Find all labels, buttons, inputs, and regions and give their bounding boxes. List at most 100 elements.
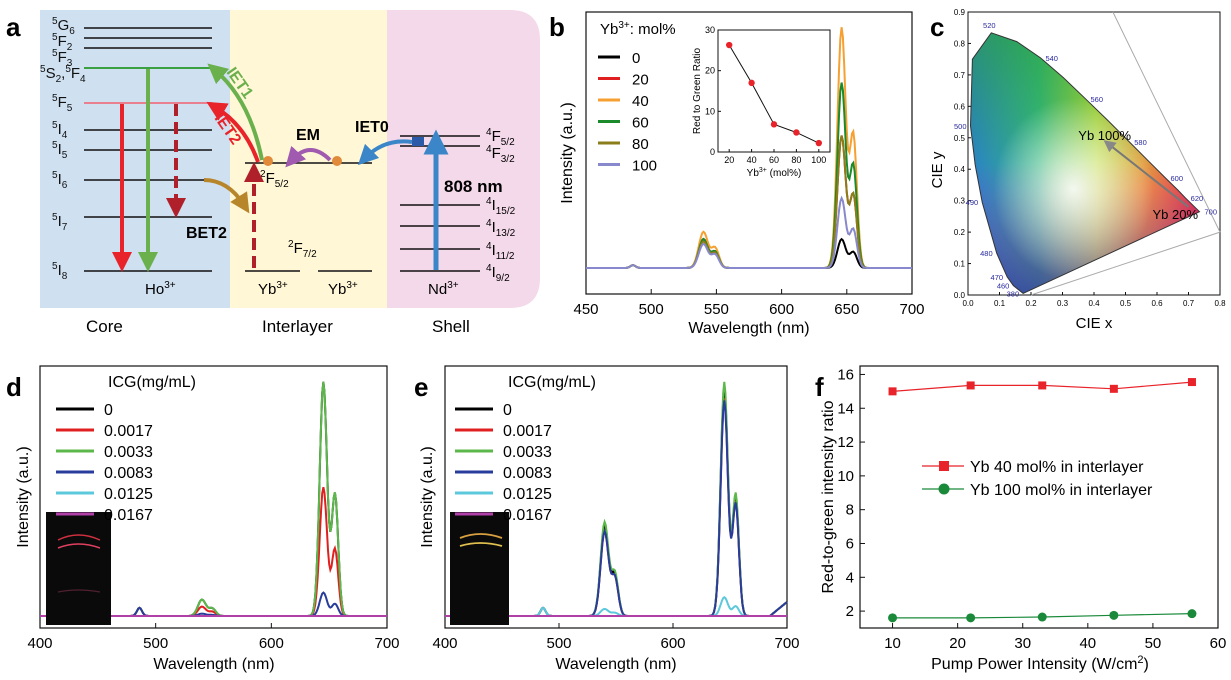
y-tick-label-c: 0.6 [954, 102, 966, 111]
inset-x-tick-label: 20 [724, 155, 734, 165]
legend-label: 0 [503, 402, 512, 419]
x-tick-label-f: 40 [1079, 635, 1096, 652]
y-axis-label-f: Red-to-green intensity ratio [820, 400, 837, 593]
inset-frame-b [717, 29, 831, 153]
inset-point [770, 121, 778, 128]
yb-ion-dot-1 [263, 156, 273, 166]
x-tick-label-f: 50 [1145, 635, 1162, 652]
wavelength-label-c: 560 [1090, 95, 1103, 104]
legend-title-b: Yb3+: mol% [600, 20, 676, 38]
core-region [40, 10, 230, 308]
nd-levels [400, 135, 480, 272]
legend-label-b: 40 [632, 93, 649, 110]
inset-x-tick-label: 100 [811, 155, 826, 165]
data-point-square [1109, 384, 1118, 393]
iet1-arrow [207, 63, 264, 161]
inset-point [793, 129, 800, 136]
legend-label-b: 60 [632, 115, 649, 132]
wavelength-label-c: 500 [954, 122, 967, 131]
legend-marker-f [938, 483, 950, 495]
spectrum-line-b-100 [586, 195, 912, 269]
y-axis-label-b: Intensity (a.u.) [559, 102, 576, 203]
x-axis-label-c: CIE x [1076, 315, 1113, 332]
x-axis-label-f: Pump Power Intensity (W/cm2) [931, 654, 1149, 673]
x-axis-label-b: Wavelength (nm) [688, 320, 809, 337]
x-tick-label-b: 650 [834, 301, 859, 318]
yb-ion-dot-2 [332, 156, 342, 166]
y-axis-label-e: Intensity (a.u.) [419, 446, 436, 547]
data-point-circle [1037, 612, 1047, 622]
ho-level-5s2-5f4: 5S2,5F4 [40, 64, 86, 85]
x-tick-label-f: 10 [884, 635, 901, 652]
x-tick-label-b: 450 [573, 301, 598, 318]
data-point-circle [888, 613, 898, 623]
wavelength-label-c: 520 [983, 21, 996, 30]
legend-label-b: 80 [632, 136, 649, 153]
legend-label: 0.0083 [104, 465, 153, 482]
panel-a: a 5G6 5F2 5F3 5S2,5F4 5F5 5I4 5I5 5I6 5I… [6, 10, 540, 336]
x-tick-label-c: 0.3 [1057, 299, 1069, 308]
legend-label: 0.0033 [503, 444, 552, 461]
em-label: EM [296, 127, 320, 144]
region-label-shell: Shell [432, 317, 470, 336]
panel-label-a: a [6, 12, 21, 42]
cie-reference-line-2 [1112, 11, 1221, 233]
vial-photo-d [46, 512, 111, 625]
x-tick-label-c: 0.5 [1120, 299, 1132, 308]
x-tick-label-f: 20 [949, 635, 966, 652]
x-tick-label-f: 30 [1014, 635, 1031, 652]
legend-label: 0 [104, 402, 113, 419]
y-tick-label-c: 0.7 [954, 71, 966, 80]
plot-frame-d [39, 365, 388, 629]
x-tick-label-c: 0.8 [1214, 299, 1226, 308]
ho-level-5f5: 5F5 [52, 93, 73, 114]
em-arrow [285, 145, 332, 168]
cie-reference-line [1030, 231, 1221, 296]
inset-y-tick-label: 30 [705, 25, 715, 35]
inset-x-tick-label: 60 [769, 155, 779, 165]
vial-glow-e-2 [459, 542, 503, 547]
ho-level-5f3: 5F3 [52, 48, 73, 69]
ho-level-5g6: 5G6 [52, 16, 75, 37]
x-tick-label-c: 0.1 [994, 299, 1006, 308]
plot-frame-f [859, 365, 1219, 629]
y-tick-label-f: 14 [837, 400, 854, 417]
x-tick-label: 400 [432, 635, 457, 652]
x-tick-label-f: 60 [1210, 635, 1227, 652]
vial-glow-d [57, 534, 101, 541]
ho-level-5i6: 5I6 [52, 170, 68, 191]
data-point-square [1187, 378, 1196, 387]
point-label-c: Yb 100% [1078, 128, 1131, 143]
plot-frame-e [444, 365, 788, 629]
y-axis-label-d: Intensity (a.u.) [15, 446, 32, 547]
legend-label: 0.0017 [104, 423, 153, 440]
legend-marker-f [939, 461, 949, 471]
inset-y-label: Red to Green Ratio [692, 47, 703, 134]
data-point-square [1038, 381, 1047, 390]
plot-frame-b [585, 11, 913, 295]
inset-x-tick-label: 80 [791, 155, 801, 165]
cie-gamut-white [970, 32, 1200, 294]
x-tick-label-c: 0.2 [1025, 299, 1037, 308]
panel-c: c 0.0 0.1 0.2 0.3 0.4 0.5 0.6 0.7 0.80.00.10.20.… [929, 8, 1226, 332]
pump-label: 808 nm [444, 177, 503, 196]
inset-y-tick-label: 20 [705, 66, 715, 76]
yb-ion-label-2: Yb3+ [328, 280, 358, 298]
legend-label-b: 100 [632, 158, 657, 175]
y-tick-label-f: 10 [837, 468, 854, 485]
legend-title-d: ICG(mg/mL) [108, 374, 196, 391]
ho-level-5f2: 5F2 [52, 32, 73, 53]
shift-arrow-c [1103, 140, 1190, 208]
x-axis-label-e: Wavelength (nm) [555, 656, 676, 673]
nd-ion-label: Nd3+ [428, 280, 459, 298]
y-tick-label-c: 0.5 [954, 134, 966, 143]
legend-label: 0.0125 [503, 486, 552, 503]
legend-label: 0.0017 [503, 423, 552, 440]
x-tick-label: 700 [774, 635, 799, 652]
x-tick-label: 600 [660, 635, 685, 652]
data-point-square [888, 387, 897, 396]
legend-label: 0.0167 [503, 507, 552, 524]
inset-point [815, 139, 822, 147]
legend-d: 0 0.0017 0.0033 0.0083 0.0125 0.0167 [56, 402, 153, 524]
